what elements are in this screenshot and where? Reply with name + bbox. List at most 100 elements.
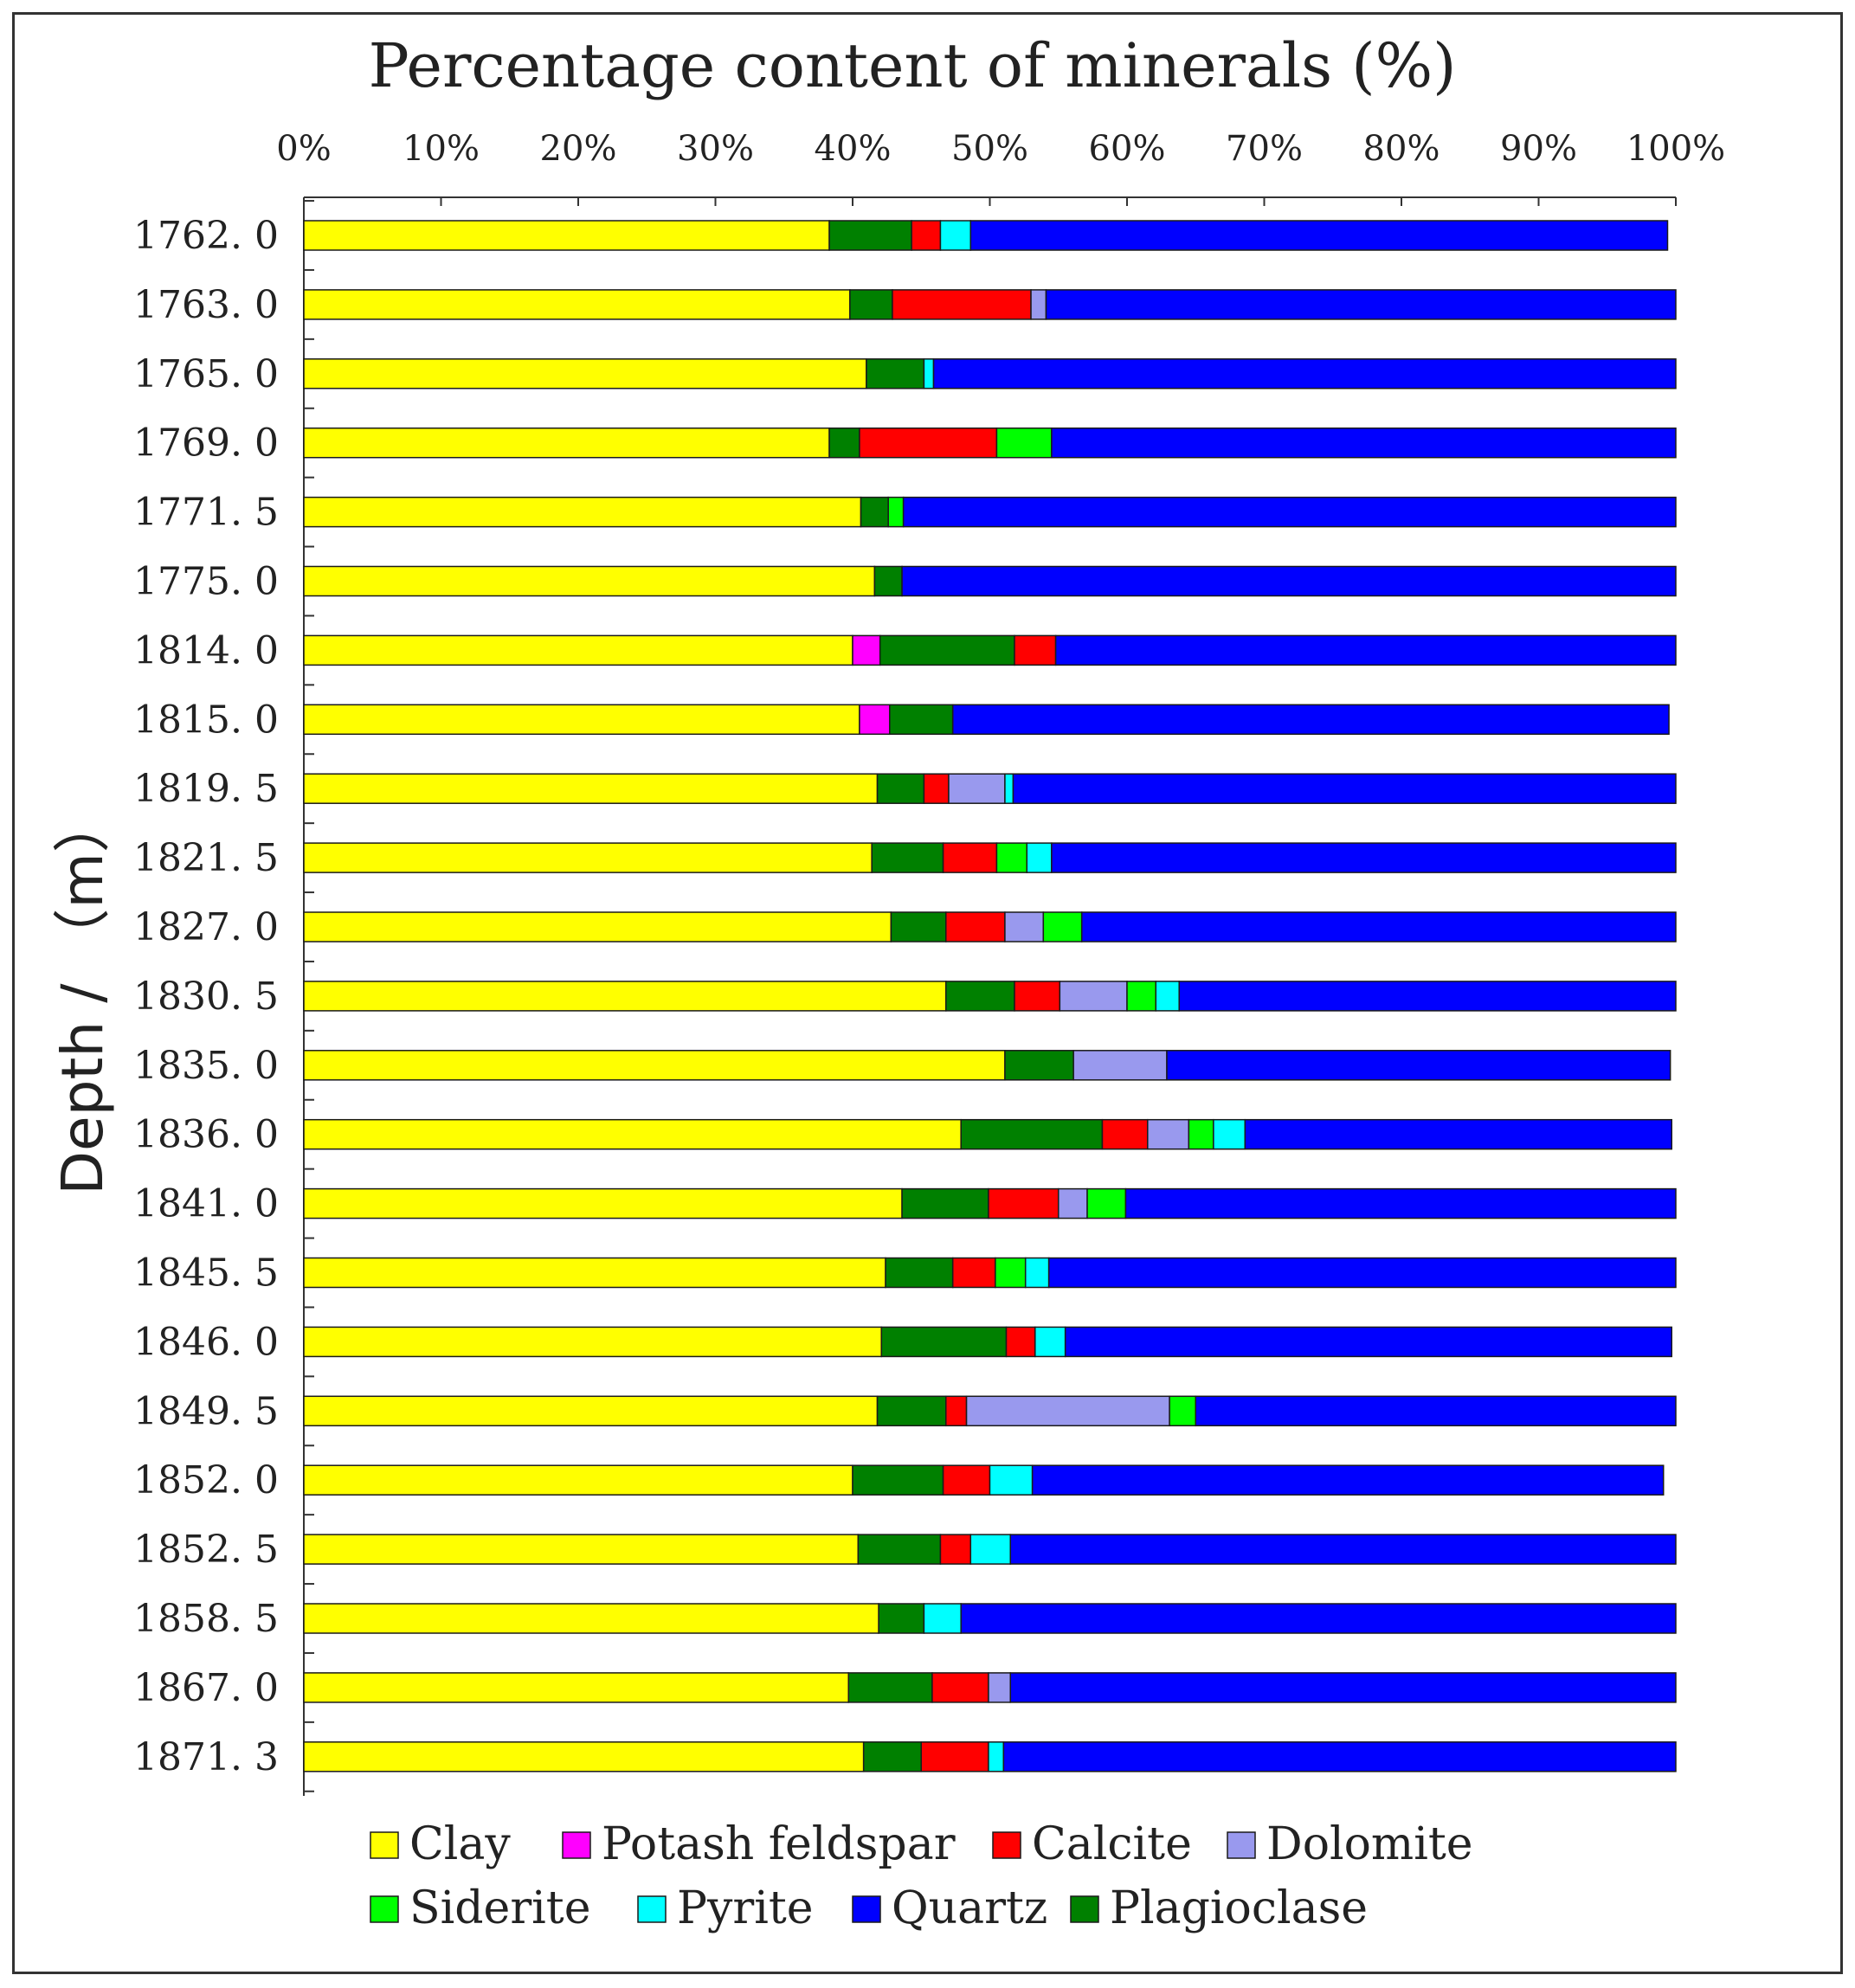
bar-segment-clay [303, 427, 830, 459]
bar-segment-siderite [887, 496, 905, 528]
bar-segment-pyrite [923, 358, 935, 389]
legend-label: Potash feldspar [602, 1818, 956, 1870]
bar-segment-plagioclase [960, 1118, 1104, 1150]
bar-segment-clay [303, 634, 853, 666]
bar-segment-clay [303, 1672, 849, 1703]
legend-swatch [992, 1831, 1021, 1859]
bar-segment-pyrite [1024, 1257, 1050, 1289]
bar-segment-plagioclase [852, 1464, 944, 1496]
bar-segment-quartz [960, 1603, 1677, 1634]
bar-segment-clay [303, 496, 862, 528]
bar-segment-quartz [1047, 1257, 1677, 1289]
bar-segment-siderite [1086, 1187, 1127, 1219]
x-tick-label: 20% [540, 129, 617, 169]
bar-segment-quartz [1009, 1672, 1677, 1703]
legend-swatch [562, 1831, 591, 1859]
bar-segment-plagioclase [876, 1395, 947, 1427]
bar-segment-calcite [988, 1187, 1060, 1219]
bar-segment-clay [303, 1187, 903, 1219]
bar-segment-calcite [1101, 1118, 1149, 1150]
bar-segment-dolomite [965, 1395, 1170, 1427]
y-category-label: 1867. 0 [133, 1666, 279, 1710]
bar-segment-plagioclase [880, 1326, 1008, 1358]
bar-segment-quartz [932, 358, 1677, 389]
legend-swatch [1070, 1895, 1099, 1923]
bar-segment-plagioclase [847, 1672, 933, 1703]
bar-segment-siderite [995, 842, 1028, 873]
y-category-label: 1775. 0 [133, 560, 279, 604]
bar-segment-siderite [1042, 911, 1083, 943]
bar-segment-pyrite [1026, 842, 1053, 873]
bar-segment-calcite [942, 842, 998, 873]
y-category-label: 1841. 0 [133, 1182, 279, 1226]
bar-segment-calcite [923, 773, 950, 804]
bar-segment-dolomite [988, 1672, 1012, 1703]
bar-segment-quartz [1051, 842, 1677, 873]
y-category-label: 1814. 0 [133, 628, 279, 672]
bar-segment-plagioclase [876, 773, 925, 804]
y-category-label: 1765. 0 [133, 352, 279, 396]
bar-segment-quartz [1064, 1326, 1672, 1358]
legend-swatch [1227, 1831, 1256, 1859]
bar-segment-clay [303, 1741, 865, 1772]
y-category-label: 1871. 3 [133, 1735, 279, 1779]
y-category-label: 1827. 0 [133, 905, 279, 949]
bar-series [303, 220, 1677, 1772]
bar-segment-quartz [1002, 1741, 1677, 1772]
bar-segment-plagioclase [860, 496, 889, 528]
bar-segment-clay [303, 220, 830, 251]
bar-segment-pyrite [1004, 773, 1014, 804]
bar-segment-dolomite [1030, 289, 1047, 320]
bar-segment-quartz [1051, 427, 1677, 459]
legend-label: Plagioclase [1110, 1882, 1368, 1934]
bar-segment-calcite [945, 911, 1006, 943]
bar-segment-plagioclase [849, 289, 893, 320]
legend-label: Quartz [892, 1882, 1047, 1934]
bar-segment-siderite [995, 427, 1053, 459]
bar-segment-quartz [1031, 1464, 1665, 1496]
y-axis-label: Depth / （m） [49, 795, 116, 1195]
bar-segment-plagioclase [945, 981, 1015, 1012]
legend-swatch [370, 1895, 399, 1923]
y-category-label: 1769. 0 [133, 421, 279, 466]
bar-segment-clay [303, 1603, 879, 1634]
y-category-label: 1835. 0 [133, 1044, 279, 1088]
bar-segment-clay [303, 773, 879, 804]
bar-segment-pyrite [1155, 981, 1180, 1012]
x-axis: 0% 10% 20% 30% 40% 50% 60% 70% 80% 90% 100% [276, 129, 1725, 206]
bar-segment-clay [303, 358, 867, 389]
bar-segment-calcite [1005, 1326, 1036, 1358]
legend-swatch [637, 1895, 667, 1923]
y-category-label: 1845. 5 [133, 1251, 279, 1296]
bar-segment-calcite [951, 1257, 996, 1289]
bar-segment-dolomite [1004, 911, 1045, 943]
bar-segment-dolomite [1058, 1187, 1088, 1219]
bar-segment-plagioclase [871, 842, 944, 873]
bar-segment-plagioclase [828, 220, 912, 251]
bar-segment-dolomite [1147, 1118, 1190, 1150]
x-tick-label: 90% [1500, 129, 1577, 169]
bar-segment-calcite [892, 289, 1032, 320]
bar-segment-quartz [969, 220, 1669, 251]
legend-label: Siderite [409, 1882, 590, 1934]
bar-segment-clay [303, 289, 851, 320]
bar-segment-pyrite [969, 1534, 1012, 1565]
y-category-label: 1836. 0 [133, 1113, 279, 1157]
bar-segment-quartz [901, 565, 1677, 597]
bar-segment-clay [303, 704, 860, 736]
bar-segment-calcite [942, 1464, 991, 1496]
bar-segment-quartz [1080, 911, 1677, 943]
x-tick-label: 70% [1226, 129, 1303, 169]
x-tick-label: 80% [1363, 129, 1440, 169]
bar-segment-clay [303, 981, 947, 1012]
bar-segment-calcite [1014, 634, 1057, 666]
bar-segment-quartz [1012, 773, 1677, 804]
y-axis-label-group: Depth / （m） [49, 795, 116, 1195]
bar-segment-calcite [1014, 981, 1061, 1012]
bar-segment-quartz [1244, 1118, 1672, 1150]
bar-segment-quartz [1166, 1050, 1671, 1081]
bar-segment-plagioclase [873, 565, 903, 597]
bar-segment-siderite [1169, 1395, 1197, 1427]
legend: Clay Potash feldspar Calcite Dolomite Sideri… [370, 1818, 1473, 1934]
chart-title: Percentage content of minerals (%) [369, 30, 1457, 101]
